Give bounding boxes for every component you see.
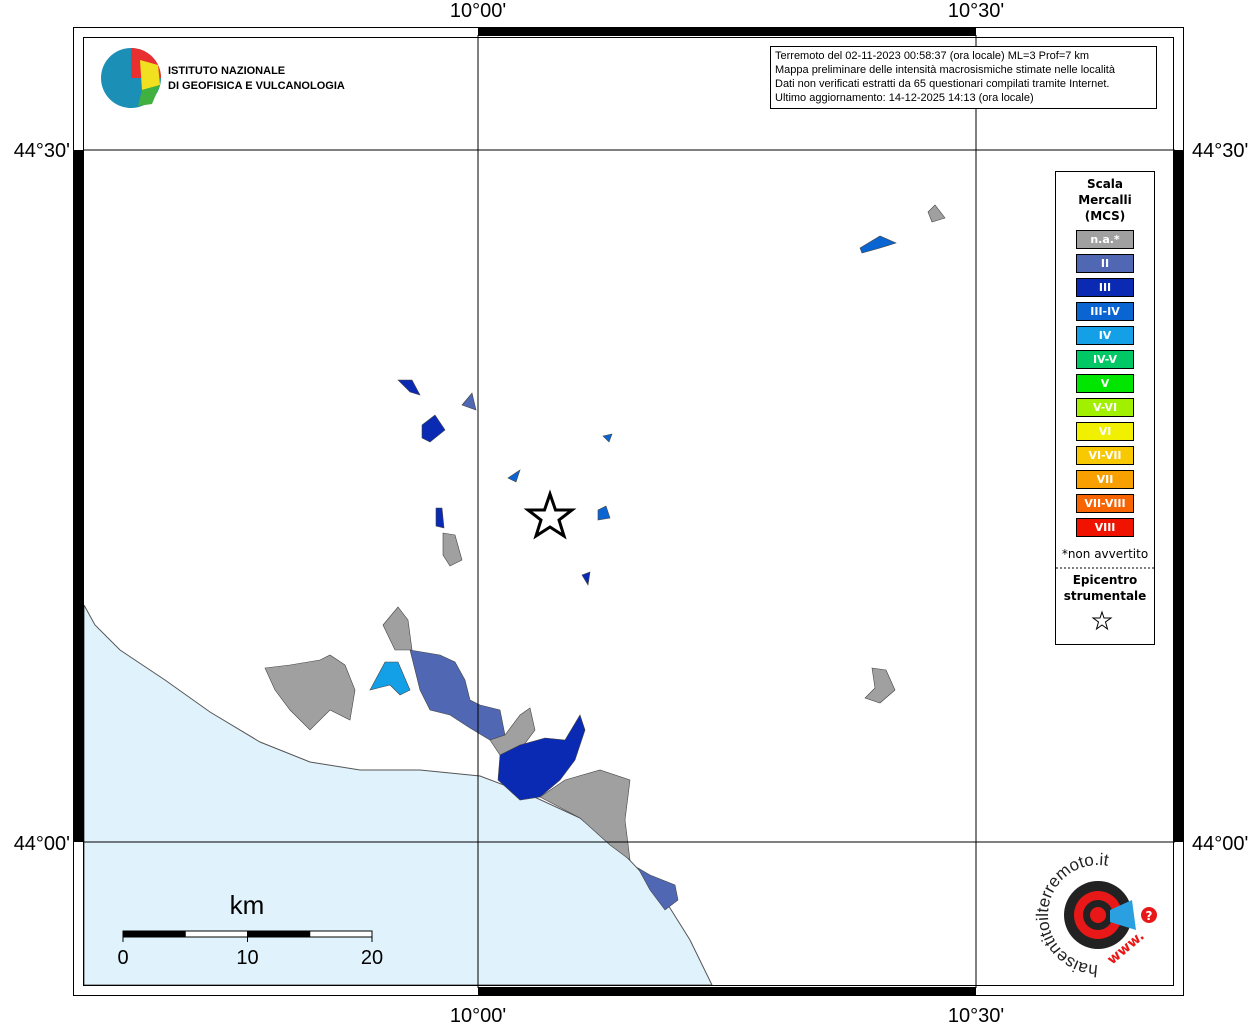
- legend: ScalaMercalli(MCS)n.a.*IIIIIIII-IVIVIV-V…: [1056, 177, 1154, 631]
- sea: [83, 604, 713, 986]
- legend-label: VIII: [1095, 521, 1116, 534]
- legend-swatch: [1076, 422, 1134, 441]
- scale-label: 20: [361, 947, 383, 969]
- legend-swatch: [1076, 494, 1134, 513]
- legend-swatch: [1076, 470, 1134, 489]
- legend-swatch: [1076, 446, 1134, 465]
- legend-epicenter: Epicentro: [1073, 573, 1138, 587]
- site-logo-mark: ?: [1146, 909, 1153, 923]
- lat-label: 44°00': [14, 833, 70, 855]
- epicenter-star: [523, 489, 577, 540]
- legend-label: V: [1101, 377, 1110, 390]
- info-text: Terremoto del 02-11-2023 00:58:37 (ora l…: [775, 50, 1116, 104]
- legend-label: VI-VII: [1088, 449, 1121, 462]
- legend-label: IV: [1099, 329, 1112, 342]
- legend-label: V-VI: [1093, 401, 1117, 414]
- lon-label: 10°30': [948, 1005, 1004, 1024]
- lat-label: 44°30': [1192, 140, 1248, 162]
- legend-swatch: [1076, 398, 1134, 417]
- legend-star: [1091, 610, 1113, 631]
- frame: [73, 27, 1184, 996]
- lat-label: 44°00': [1192, 833, 1248, 855]
- info-line: Terremoto del 02-11-2023 00:58:37 (ora l…: [775, 50, 1089, 62]
- logo-text: DI GEOFISICA E VULCANOLOGIA: [168, 80, 345, 92]
- legend-swatch: [1076, 326, 1134, 345]
- logo-text: ISTITUTO NAZIONALE: [168, 65, 285, 77]
- legend-label: n.a.*: [1090, 233, 1120, 246]
- grid: [83, 35, 1175, 988]
- lon-label: 10°30': [948, 0, 1004, 22]
- legend-swatch: [1076, 374, 1134, 393]
- info-line: Dati non verificati estratti da 65 quest…: [775, 78, 1109, 90]
- scale-label: 0: [117, 947, 128, 969]
- legend-swatch: [1076, 230, 1134, 249]
- info-line: Mappa preliminare delle intensità macros…: [775, 64, 1116, 76]
- legend-swatch: [1076, 350, 1134, 369]
- scale-segment: [122, 930, 186, 938]
- legend-swatch: [1076, 278, 1134, 297]
- legend-label: VII: [1097, 473, 1114, 486]
- legend-epicenter: strumentale: [1064, 589, 1147, 603]
- legend-label: VI: [1099, 425, 1112, 438]
- legend-label: II: [1101, 257, 1109, 270]
- ingv-logo: ISTITUTO NAZIONALE DI GEOFISICA E VULCAN…: [101, 48, 345, 108]
- scale-bar: km 0 10 20: [117, 890, 383, 969]
- scale-label: 10: [236, 947, 258, 969]
- legend-label: VII-VIII: [1084, 497, 1125, 510]
- municipalities: [264, 204, 946, 911]
- legend-title: (MCS): [1085, 209, 1126, 223]
- legend-swatch: [1076, 518, 1134, 537]
- scale-segment: [309, 930, 373, 938]
- legend-label: III: [1099, 281, 1111, 294]
- info-line: Ultimo aggiornamento: 14-12-2025 14:13 (…: [775, 92, 1034, 104]
- lat-label: 44°30': [14, 140, 70, 162]
- legend-note: *non avvertito: [1062, 547, 1148, 561]
- scale-segment: [247, 930, 311, 938]
- scale-unit: km: [230, 890, 265, 920]
- legend-label: III-IV: [1090, 305, 1120, 318]
- legend-swatch: [1076, 254, 1134, 273]
- legend-title: Mercalli: [1078, 193, 1132, 207]
- legend-swatch: [1076, 302, 1134, 321]
- info-box: [770, 46, 1157, 109]
- legend-title: Scala: [1087, 177, 1123, 191]
- legend-label: IV-V: [1093, 353, 1118, 366]
- lon-label: 10°00': [450, 1005, 506, 1024]
- scale-segment: [184, 930, 248, 938]
- lon-label: 10°00': [450, 0, 506, 22]
